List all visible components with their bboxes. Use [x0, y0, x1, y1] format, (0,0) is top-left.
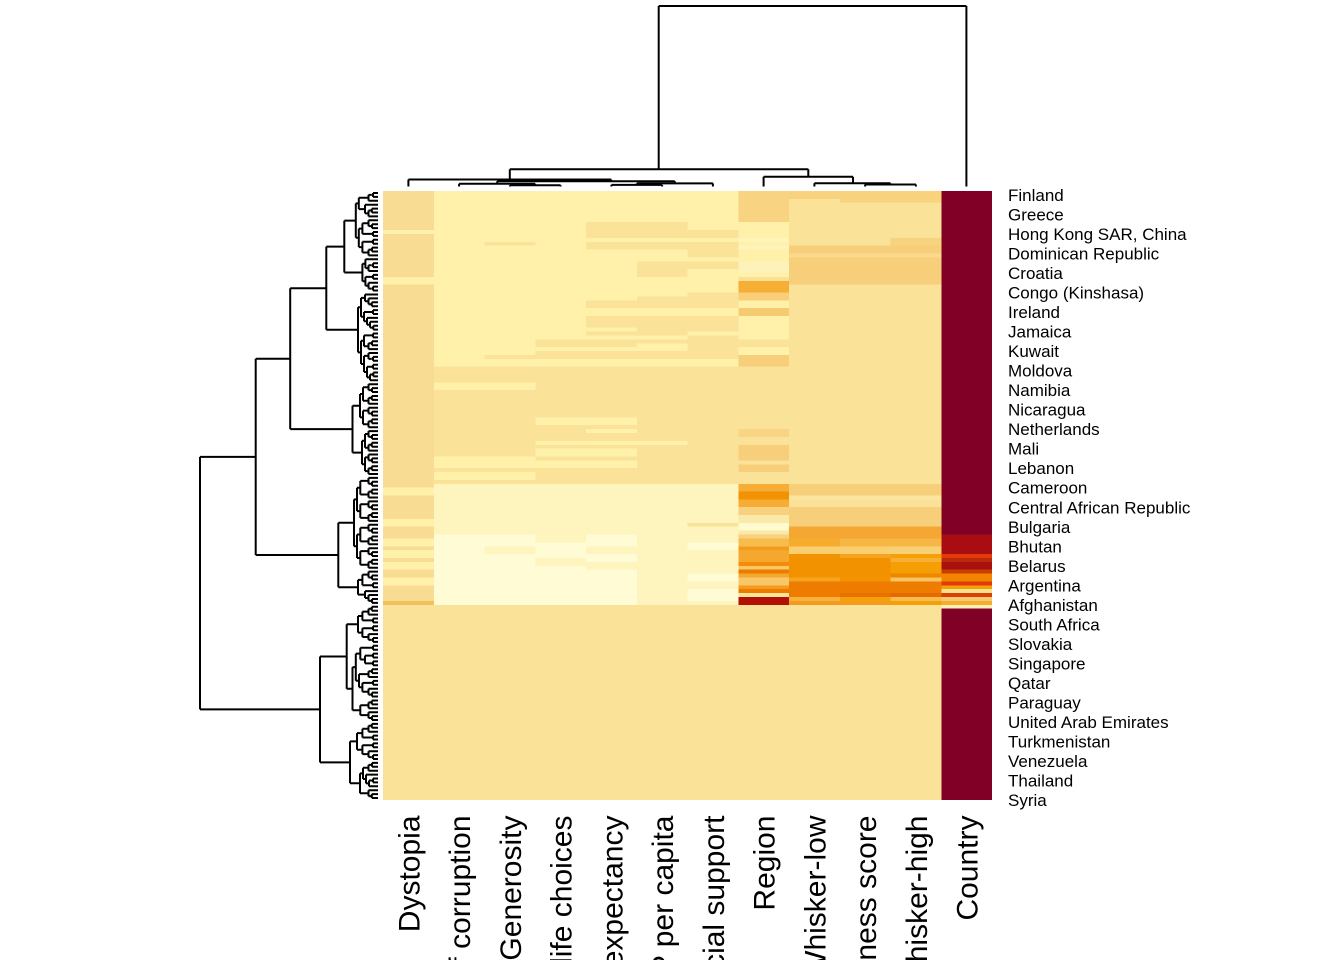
svg-text:Qatar: Qatar: [1008, 674, 1051, 693]
svg-text:Moldova: Moldova: [1008, 362, 1073, 381]
svg-text:Ireland: Ireland: [1008, 303, 1060, 322]
svg-text:Thailand: Thailand: [1008, 772, 1073, 791]
svg-text:Country: Country: [952, 816, 985, 921]
svg-text:Region: Region: [749, 816, 782, 911]
svg-text:Argentina: Argentina: [1008, 576, 1081, 595]
svg-text:Cameroon: Cameroon: [1008, 479, 1087, 498]
svg-text:Nicaragua: Nicaragua: [1008, 401, 1086, 420]
svg-text:Turkmenistan: Turkmenistan: [1008, 733, 1110, 752]
svg-text:Perceptions of corruption: Perceptions of corruption: [444, 816, 477, 961]
svg-text:Kuwait: Kuwait: [1008, 342, 1059, 361]
svg-text:Greece: Greece: [1008, 206, 1064, 225]
svg-text:Bhutan: Bhutan: [1008, 537, 1062, 556]
svg-text:Netherlands: Netherlands: [1008, 420, 1100, 439]
svg-text:South Africa: South Africa: [1008, 615, 1100, 634]
svg-text:Namibia: Namibia: [1008, 381, 1071, 400]
svg-text:Congo (Kinshasa): Congo (Kinshasa): [1008, 284, 1144, 303]
svg-text:Afghanistan: Afghanistan: [1008, 596, 1098, 615]
svg-text:Singapore: Singapore: [1008, 654, 1086, 673]
svg-text:Mali: Mali: [1008, 440, 1039, 459]
svg-text:United Arab Emirates: United Arab Emirates: [1008, 713, 1169, 732]
svg-text:Slovakia: Slovakia: [1008, 635, 1073, 654]
svg-text:Venezuela: Venezuela: [1008, 752, 1088, 771]
svg-text:Logged GDP per capita: Logged GDP per capita: [647, 815, 680, 960]
svg-text:Whisker-high: Whisker-high: [901, 816, 934, 961]
svg-text:Belarus: Belarus: [1008, 557, 1066, 576]
svg-text:Paraguay: Paraguay: [1008, 694, 1081, 713]
svg-text:Jamaica: Jamaica: [1008, 323, 1072, 342]
svg-text:Dominican Republic: Dominican Republic: [1008, 245, 1160, 264]
svg-text:Lebanon: Lebanon: [1008, 459, 1074, 478]
svg-text:Dystopia: Dystopia: [393, 815, 426, 932]
svg-text:Finland: Finland: [1008, 186, 1064, 205]
svg-text:Bulgaria: Bulgaria: [1008, 518, 1071, 537]
svg-text:Syria: Syria: [1008, 791, 1047, 810]
svg-text:Happiness score: Happiness score: [850, 816, 883, 961]
svg-text:Freedom to make life choices: Freedom to make life choices: [546, 816, 579, 961]
svg-text:Croatia: Croatia: [1008, 264, 1063, 283]
svg-text:Healthy life expectancy: Healthy life expectancy: [596, 816, 629, 961]
svg-text:Central African Republic: Central African Republic: [1008, 498, 1191, 517]
svg-text:Social support: Social support: [698, 815, 731, 960]
svg-text:Generosity: Generosity: [495, 816, 528, 961]
svg-text:Hong Kong SAR, China: Hong Kong SAR, China: [1008, 225, 1187, 244]
svg-text:Whisker-low: Whisker-low: [799, 815, 832, 960]
